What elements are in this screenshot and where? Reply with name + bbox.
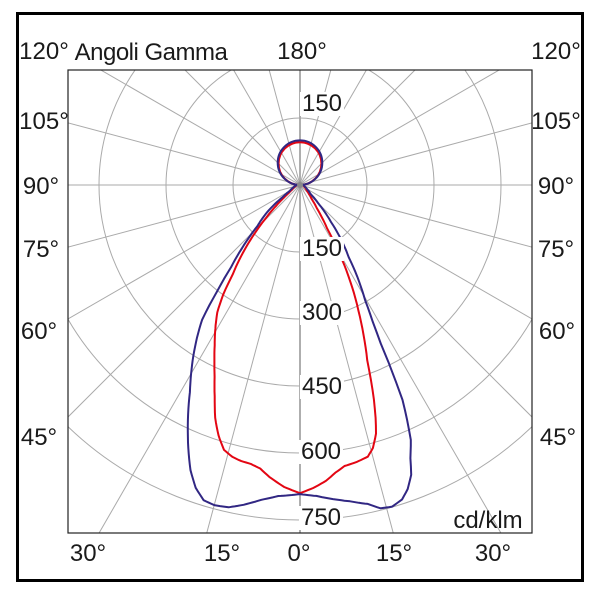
gamma-label-left-75: 75° <box>22 236 60 263</box>
diagram-frame <box>16 12 584 582</box>
gamma-label-right-75: 75° <box>537 236 575 263</box>
radial-tick-150: 150 <box>299 235 345 262</box>
gamma-label-bottom-0: 0° <box>287 540 311 567</box>
radial-tick-150-top: 150 <box>299 90 345 117</box>
gamma-label-bottom-right-15: 15° <box>375 540 413 567</box>
gamma-label-left-120: 120° <box>19 38 69 65</box>
radial-tick-750: 750 <box>298 504 344 531</box>
radial-tick-600: 600 <box>298 438 344 465</box>
gamma-label-right-60: 60° <box>538 318 576 345</box>
unit-label: cd/klm <box>453 507 523 534</box>
gamma-label-left-90: 90° <box>22 173 60 200</box>
radial-tick-450: 450 <box>299 373 345 400</box>
gamma-label-right-120: 120° <box>531 38 581 65</box>
gamma-label-right-105: 105° <box>531 108 581 135</box>
gamma-label-right-45: 45° <box>539 424 577 451</box>
gamma-label-left-45: 45° <box>20 424 58 451</box>
radial-tick-300: 300 <box>299 299 345 326</box>
page-title: Angoli Gamma <box>74 39 228 66</box>
gamma-label-bottom-left-30: 30° <box>69 540 107 567</box>
gamma-label-left-60: 60° <box>20 318 58 345</box>
gamma-label-left-105: 105° <box>19 108 69 135</box>
gamma-label-bottom-left-15: 15° <box>203 540 241 567</box>
gamma-label-top-180: 180° <box>277 38 327 65</box>
gamma-label-right-90: 90° <box>537 173 575 200</box>
gamma-label-bottom-right-30: 30° <box>474 540 512 567</box>
